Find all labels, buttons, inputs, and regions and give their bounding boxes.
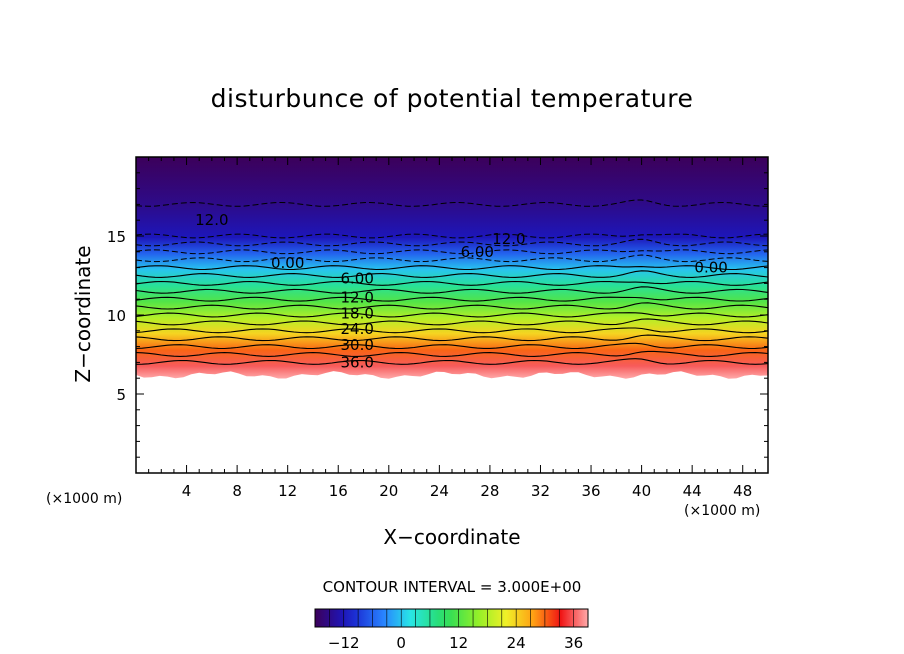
contour-line [135, 358, 769, 365]
x-tick-label: 4 [182, 482, 192, 500]
contour-label: 6.00 [340, 270, 373, 288]
contour-line [135, 350, 769, 357]
colorbar-tick-label: 12 [449, 634, 468, 652]
contour-line [135, 302, 769, 310]
contour-line [135, 249, 769, 255]
x-unit-label-right: (×1000 m) [684, 503, 761, 519]
contour-line [135, 254, 769, 263]
colorbar-tick-label: 24 [507, 634, 526, 652]
temperature-field [136, 157, 768, 379]
contour-label: 12.0 [340, 289, 373, 307]
contour-label: 12.0 [492, 230, 525, 248]
colorbar-frame [314, 608, 589, 628]
contour-line [135, 233, 769, 239]
contour-line [135, 286, 769, 294]
colorbar-tick-label: 0 [396, 634, 406, 652]
x-tick-label: 48 [733, 482, 752, 500]
x-tick-label: 40 [632, 482, 651, 500]
contour-line [135, 312, 769, 318]
y-tick-label: 5 [116, 386, 126, 404]
contour-line [135, 270, 769, 278]
x-tick-label: 24 [430, 482, 449, 500]
contour-line [135, 342, 769, 350]
y-tick-label: 15 [107, 228, 126, 246]
x-axis-label: X−coordinate [383, 525, 521, 549]
contour-label: 24.0 [340, 320, 373, 338]
contour-label: 0.00 [694, 259, 727, 277]
colorbar-tick-label: −12 [328, 634, 360, 652]
x-tick-label: 32 [531, 482, 550, 500]
x-tick-label: 16 [329, 482, 348, 500]
contour-label: 30.0 [340, 336, 373, 354]
x-tick-label: 36 [581, 482, 600, 500]
contour-line [135, 280, 769, 286]
colorbar-tick-label: 36 [564, 634, 583, 652]
y-axis-label: Z−coordinate [71, 245, 95, 383]
contour-label: 36.0 [340, 353, 373, 371]
contour-line [135, 296, 769, 302]
x-unit-label-left: (×1000 m) [46, 491, 123, 507]
chart-title: disturbunce of potential temperature [210, 84, 694, 113]
contour-line [135, 327, 769, 334]
x-tick-label: 44 [683, 482, 702, 500]
x-tick-label: 28 [480, 482, 499, 500]
contour-line [135, 334, 769, 342]
x-tick-label: 8 [232, 482, 242, 500]
contour-label: 12.0 [195, 211, 228, 229]
x-tick-label: 20 [379, 482, 398, 500]
contour-label: 18.0 [340, 304, 373, 322]
y-tick-label: 10 [107, 307, 126, 325]
contour-line [135, 318, 769, 326]
contour-line [135, 238, 769, 247]
contour-label: 0.00 [271, 254, 304, 272]
contour-line [135, 265, 769, 271]
colorbar [315, 609, 588, 627]
x-tick-label: 12 [278, 482, 297, 500]
contour-label: 6.00 [461, 243, 494, 261]
contour-line [135, 199, 769, 207]
contour-interval-label: CONTOUR INTERVAL = 3.000E+00 [322, 578, 582, 596]
